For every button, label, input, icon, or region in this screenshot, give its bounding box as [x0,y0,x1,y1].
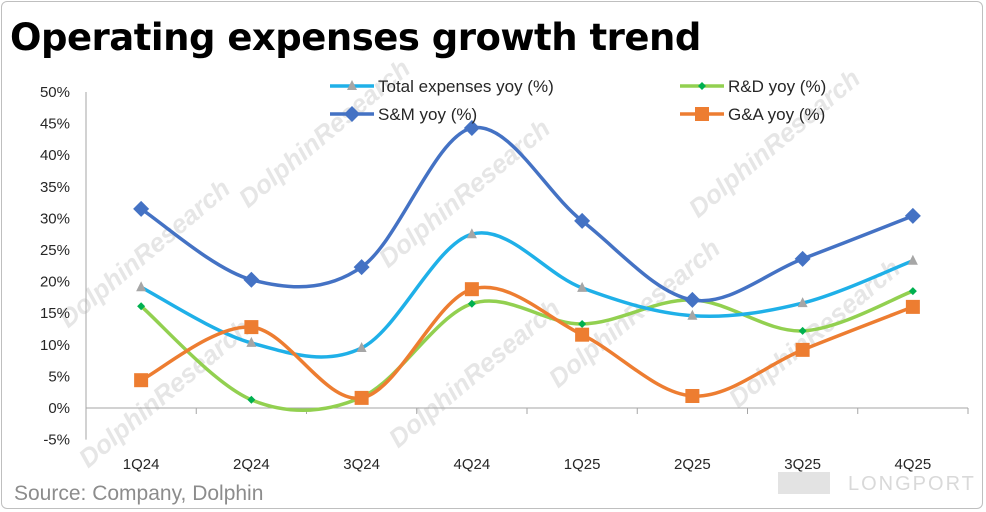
x-tick-label: 2Q24 [233,456,270,473]
x-tick-label: 4Q25 [895,456,932,473]
data-point [247,395,256,404]
legend-label: R&D yoy (%) [728,77,826,96]
series-line [139,285,915,400]
data-point [685,388,700,403]
data-point [463,120,480,137]
data-point [797,297,808,308]
data-point [575,327,590,342]
data-point [467,299,476,308]
data-point [246,336,257,347]
series-line [139,125,915,303]
data-point [578,319,587,328]
data-point [904,207,921,224]
x-tick-label: 3Q24 [343,456,380,473]
x-tick-label: 2Q25 [674,456,711,473]
legend-marker [698,82,706,90]
y-tick-label: 15% [40,305,70,322]
y-tick-label: 5% [48,368,70,385]
data-point [466,228,477,239]
series-0 [136,228,918,359]
data-point [794,250,811,267]
y-tick-label: 10% [40,337,70,354]
watermark-text: DolphinResearch [373,113,556,273]
legend: Total expenses yoy (%) R&D yoy (%) S&M yoy… [330,77,826,124]
data-point [136,281,147,292]
data-point [684,291,701,308]
legend-label: G&A yoy (%) [728,105,825,124]
x-tick-label: 3Q25 [784,456,821,473]
data-point [795,342,810,357]
series-3 [134,282,920,405]
legend-marker [344,106,360,122]
data-point [907,254,918,265]
y-tick-label: 50% [40,84,70,101]
data-point [464,282,479,297]
data-point [134,373,149,388]
y-tick-label: 35% [40,179,70,196]
watermark-text: DolphinResearch [383,293,566,453]
watermark-layer: DolphinResearch DolphinResearch DolphinRes… [53,53,976,495]
data-point [577,281,588,292]
longport-logo-mark [778,472,830,494]
legend-marker [695,107,709,121]
series-2 [133,120,921,308]
data-point [137,302,146,311]
legend-label: Total expenses yoy (%) [378,77,554,96]
source-note: Source: Company, Dolphin [14,482,264,505]
legend-item: S&M yoy (%) [330,105,477,124]
y-tick-label: 0% [48,400,70,417]
data-point [244,320,259,335]
axes: -5% 0% 5% 10% 15% 20% 25% 30% 35% 40% 45% 50% 1Q24 2Q… [40,84,969,473]
legend-item: Total expenses yoy (%) [330,77,554,96]
series-layer [133,120,921,413]
data-point [356,341,367,352]
data-point [354,390,369,405]
data-point [687,309,698,320]
data-point [798,326,807,335]
longport-logo: LONGPORT [848,473,976,495]
y-tick-label: 20% [40,274,70,291]
series-line [139,231,915,359]
y-tick-label: 40% [40,147,70,164]
chart-title: Operating expenses growth trend [10,16,701,59]
y-tick-label: 25% [40,242,70,259]
data-point [905,299,920,314]
y-tick-label: -5% [43,432,70,449]
legend-label: S&M yoy (%) [378,105,477,124]
data-point [908,287,917,296]
x-tick-label: 4Q24 [454,456,491,473]
legend-item: R&D yoy (%) [680,77,826,96]
watermark-text: DolphinResearch [73,313,256,473]
data-point [243,271,260,288]
legend-item: G&A yoy (%) [680,105,825,124]
data-point [574,212,591,229]
legend-marker [347,80,357,90]
data-point [133,200,150,217]
x-tick-label: 1Q25 [564,456,601,473]
x-tick-label: 1Q24 [123,456,160,473]
y-tick-label: 30% [40,210,70,227]
data-point [353,259,370,276]
y-tick-label: 45% [40,116,70,133]
